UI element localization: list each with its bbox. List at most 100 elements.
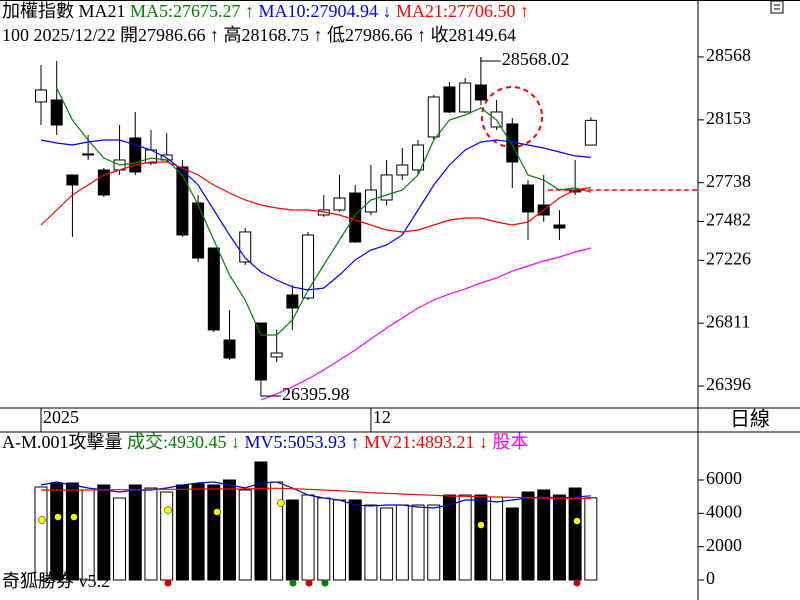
volume-bar [568,487,582,581]
signal-dot [70,513,78,521]
legend-entry: MV21:4893.21 ↓ [364,432,488,452]
signal-dot [277,499,285,507]
volume-bar [128,484,142,581]
volume-bar [537,489,551,581]
candle-body [474,84,487,101]
period-label: 日線 [730,408,770,431]
candle-body [50,99,63,126]
y-tick-label: 2000 [706,535,742,555]
volume-bar [144,487,158,581]
volume-header: A-M.001攻擊量 成交:4930.45 ↓ MV5:5053.93 ↑ MV… [2,432,529,452]
candle-body [207,247,220,331]
candle-body [129,137,142,173]
candle-body [459,82,472,113]
volume-bar [380,507,394,581]
chart-title: 加權指數 MA21 [2,1,126,21]
volume-bar [317,497,331,581]
footer: 奇狐勝券 v5.2 [2,571,110,591]
volume-bar [395,504,409,581]
signal-dot [305,579,313,587]
signal-dot [477,521,485,529]
candle-body [254,322,267,381]
legend-entry: MA5:27675.27 ↑ [130,1,254,21]
candle-body [97,169,110,196]
volume-bar [160,491,174,581]
y-tick-label: 0 [706,568,715,588]
volume-bar [552,494,566,581]
volume-bar [175,484,189,581]
candle-body [192,202,205,259]
volume-bar [207,484,221,581]
volume-bar [238,489,252,581]
volume-bar [301,494,315,581]
candle-body [349,192,362,243]
candle-body [443,86,456,113]
legend-entry: MV5:5053.93 ↑ [245,432,360,452]
volume-bar [270,481,284,581]
annotation-leader [260,386,281,397]
volume-bar [505,507,519,581]
legend-entry: MA10:27904.94 ↓ [259,1,392,21]
volume-bar [81,489,95,581]
legend-entry: 成交:4930.45 ↓ [127,432,240,452]
candle-body [35,89,47,103]
info-line: 100 2025/12/22 開27986.66 ↑ 高28168.75 ↑ 低… [2,25,516,45]
signal-markers [38,499,581,587]
y-tick-label: 27738 [706,171,751,191]
candle-body [176,166,189,236]
ma-line [40,161,591,233]
y-tick-label: 27482 [706,210,751,230]
candle-body [412,144,425,171]
volume-bar [332,499,346,581]
ma-line [260,247,592,401]
volume-bar [584,497,598,581]
annotation: 28568.02 [502,49,570,69]
signal-dot [213,508,221,516]
signal-dot [54,513,62,521]
volume-bar [254,461,268,581]
volume-bar [458,494,472,581]
candle-body [522,184,535,213]
mv-line [41,487,591,499]
signal-dot [573,517,581,525]
annotation-leader [480,56,501,62]
volume-bar [442,494,456,581]
candle-body [333,197,346,211]
candle-body [364,189,377,213]
candle-body [66,174,79,186]
volume-bar [521,491,535,581]
signal-dot [164,579,172,587]
legend-entry: 股本 [493,432,529,452]
volume-bar [427,504,441,581]
volume-bar [191,483,205,581]
y-tick-label: 28568 [706,45,751,65]
signal-dot [573,579,581,587]
volume-bar [474,494,488,581]
candle-body [286,294,299,309]
candle-body [302,234,315,299]
volume-bar [113,497,127,581]
x-tick-label: 2025 [43,407,79,427]
candle-body [82,153,95,156]
price-header: 加權指數 MA21 MA5:27675.27 ↑ MA10:27904.94 ↓… [2,1,529,21]
signal-dot [164,506,172,514]
legend-entry: MA21:27706.50 ↑ [396,1,529,21]
volume-bar [285,499,299,581]
ma-line [56,87,592,336]
volume-bar [348,499,362,581]
y-tick-label: 6000 [706,468,742,488]
volume-bar [411,504,425,581]
signal-dot [38,516,46,524]
window-button[interactable] [770,0,784,14]
volume-bar [490,496,504,581]
y-tick-label: 26396 [706,374,751,394]
candle-body [223,339,236,359]
candle-body [239,231,252,263]
annotation: 26395.98 [282,384,350,404]
candle-body [270,352,283,358]
chart-title: A-M.001攻擊量 [2,432,123,452]
volume-bar [50,482,64,581]
mv-line [40,481,591,509]
candle-body [584,119,597,146]
